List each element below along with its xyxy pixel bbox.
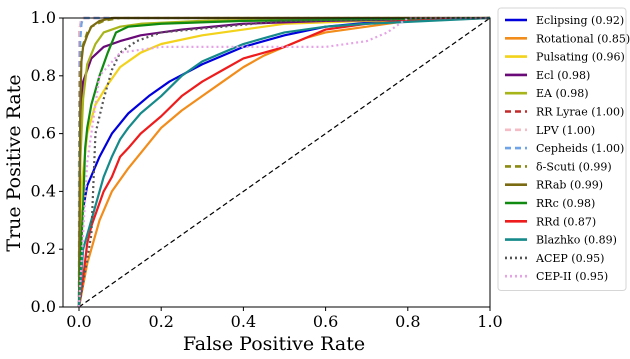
diagonal-reference-line <box>78 17 491 308</box>
legend: Eclipsing (0.92) Rotational (0.85) Pulsati… <box>497 7 630 291</box>
legend-label-3: Ecl (0.98) <box>536 69 590 82</box>
series-line-11 <box>77 16 491 308</box>
legend-label-8: δ-Scuti (0.99) <box>536 160 612 173</box>
legend-label-14: CEP-II (0.95) <box>536 270 608 283</box>
legend-label-13: ACEP (0.95) <box>535 252 604 265</box>
legend-label-6: LPV (1.00) <box>536 124 595 137</box>
y-tick-label: 0.8 <box>31 66 56 85</box>
axis-ticks: 0.0 0.2 0.4 0.6 0.8 1.0 0.0 0.2 0.4 0.6 0.8 1.0 <box>31 8 503 331</box>
x-tick-label: 0.8 <box>395 312 420 331</box>
legend-label-2: Pulsating (0.96) <box>536 51 625 64</box>
series-line-1 <box>77 16 491 308</box>
series-line-10 <box>77 16 491 308</box>
legend-label-11: RRd (0.87) <box>536 215 596 228</box>
series-line-13 <box>77 16 491 308</box>
x-tick-label: 1.0 <box>477 312 502 331</box>
x-tick-label: 0.6 <box>313 312 338 331</box>
series-line-9 <box>77 16 490 308</box>
legend-label-7: Cepheids (1.00) <box>536 142 624 155</box>
legend-label-9: RRab (0.99) <box>536 179 603 192</box>
y-tick-label: 0.0 <box>31 297 56 316</box>
legend-label-1: Rotational (0.85) <box>536 32 630 45</box>
plot-frame <box>62 17 491 308</box>
legend-label-12: Blazhko (0.89) <box>536 234 617 247</box>
y-axis-label: True Positive Rate <box>3 74 25 251</box>
x-tick-label: 0.4 <box>231 312 256 331</box>
legend-box <box>497 7 627 291</box>
x-tick-label: 0.0 <box>66 312 91 331</box>
series-line-12 <box>77 16 491 308</box>
x-tick-label: 0.2 <box>148 312 173 331</box>
series-line-14 <box>77 16 490 308</box>
legend-label-4: EA (0.98) <box>536 87 589 100</box>
y-tick-label: 1.0 <box>31 8 56 27</box>
legend-label-5: RR Lyrae (1.00) <box>536 106 624 119</box>
y-tick-label: 0.6 <box>31 124 56 143</box>
plot-area <box>62 16 491 308</box>
legend-label-10: RRc (0.98) <box>536 197 595 210</box>
legend-label-0: Eclipsing (0.92) <box>536 14 624 27</box>
y-tick-label: 0.2 <box>31 239 56 258</box>
y-tick-label: 0.4 <box>31 181 56 200</box>
x-axis-label: False Positive Rate <box>183 333 365 355</box>
